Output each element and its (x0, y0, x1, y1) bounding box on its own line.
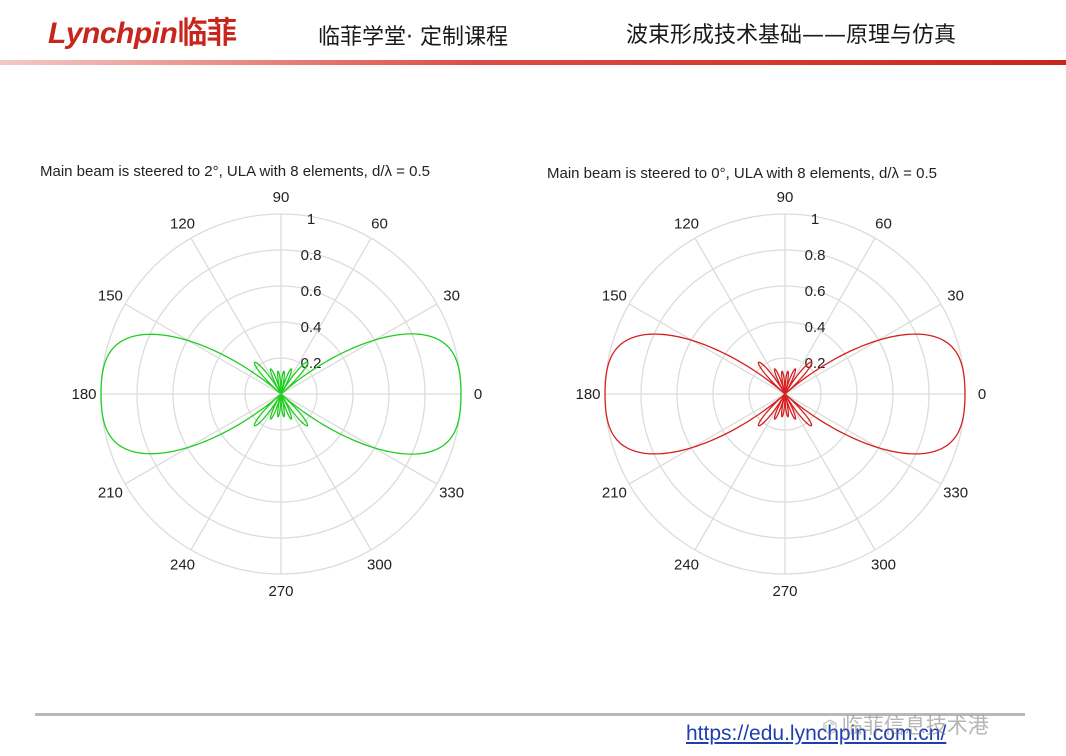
angle-grid-spoke (694, 237, 786, 395)
angle-grid-spoke (190, 393, 282, 551)
angle-tick-label: 90 (777, 189, 794, 206)
angle-tick-label: 0 (474, 386, 482, 403)
angle-grid-spoke (280, 237, 372, 395)
angle-tick-label: 240 (170, 557, 195, 574)
angle-tick-label: 30 (443, 288, 460, 305)
angle-tick-label: 60 (875, 215, 892, 232)
angle-tick-label: 120 (674, 215, 699, 232)
angle-grid-spoke (124, 303, 282, 395)
radial-tick-label: 0.4 (805, 319, 826, 336)
radial-tick-label: 1 (307, 211, 315, 228)
angle-grid-spoke (784, 393, 942, 485)
angle-tick-label: 150 (602, 288, 627, 305)
angle-tick-label: 0 (978, 386, 986, 403)
angle-tick-label: 240 (674, 557, 699, 574)
angle-tick-label: 180 (71, 386, 96, 403)
watermark: ⌬ 临菲信息技术港 (822, 714, 989, 738)
angle-tick-label: 180 (575, 386, 600, 403)
angle-grid-spoke (124, 393, 282, 485)
beam-pattern-line (100, 333, 462, 455)
angle-tick-label: 210 (602, 485, 627, 502)
topic-title: 波束形成技术基础——原理与仿真 (626, 23, 957, 48)
angle-tick-label: 300 (871, 557, 896, 574)
angle-tick-label: 150 (98, 288, 123, 305)
radial-tick-label: 0.4 (301, 319, 322, 336)
course-label: 临菲学堂· 定制课程 (318, 25, 508, 50)
right-chart-title: Main beam is steered to 0°, ULA with 8 e… (547, 165, 937, 182)
angle-grid-spoke (694, 393, 786, 551)
wechat-icon: ⌬ (822, 717, 838, 738)
lynchpin-logo: Lynchpin临菲 (48, 17, 237, 50)
angle-grid-spoke (784, 303, 942, 395)
angle-tick-label: 210 (98, 485, 123, 502)
polar-grid (604, 213, 966, 575)
angle-grid-spoke (280, 393, 438, 485)
radial-tick-label: 1 (811, 211, 819, 228)
footer-divider (35, 713, 1025, 716)
beam-pattern-line (604, 333, 966, 455)
slide-header: Lynchpin临菲 临菲学堂· 定制课程 波束形成技术基础——原理与仿真 (0, 0, 1066, 70)
angle-tick-label: 270 (268, 583, 293, 600)
angle-grid-spoke (190, 237, 282, 395)
header-divider (0, 60, 1066, 65)
radial-tick-label: 0.8 (805, 247, 826, 264)
angle-grid-spoke (628, 393, 786, 485)
angle-tick-label: 60 (371, 215, 388, 232)
radial-tick-label: 0.6 (301, 283, 322, 300)
angle-grid-spoke (784, 393, 876, 551)
footer-url-link[interactable]: https://edu.lynchpin.com.cn/ (686, 722, 947, 745)
angle-tick-label: 330 (439, 485, 464, 502)
angle-tick-label: 30 (947, 288, 964, 305)
angle-grid-spoke (280, 393, 372, 551)
angle-tick-label: 300 (367, 557, 392, 574)
angle-tick-label: 270 (772, 583, 797, 600)
angle-grid-spoke (628, 303, 786, 395)
radial-tick-label: 0.6 (805, 283, 826, 300)
angle-tick-label: 330 (943, 485, 968, 502)
angle-grid-spoke (280, 303, 438, 395)
logo-cn-text: 临菲 (177, 17, 237, 50)
angle-grid-spoke (784, 237, 876, 395)
angle-tick-label: 90 (273, 189, 290, 206)
angle-tick-label: 120 (170, 215, 195, 232)
left-chart-title: Main beam is steered to 2°, ULA with 8 e… (40, 163, 430, 180)
radial-tick-label: 0.8 (301, 247, 322, 264)
